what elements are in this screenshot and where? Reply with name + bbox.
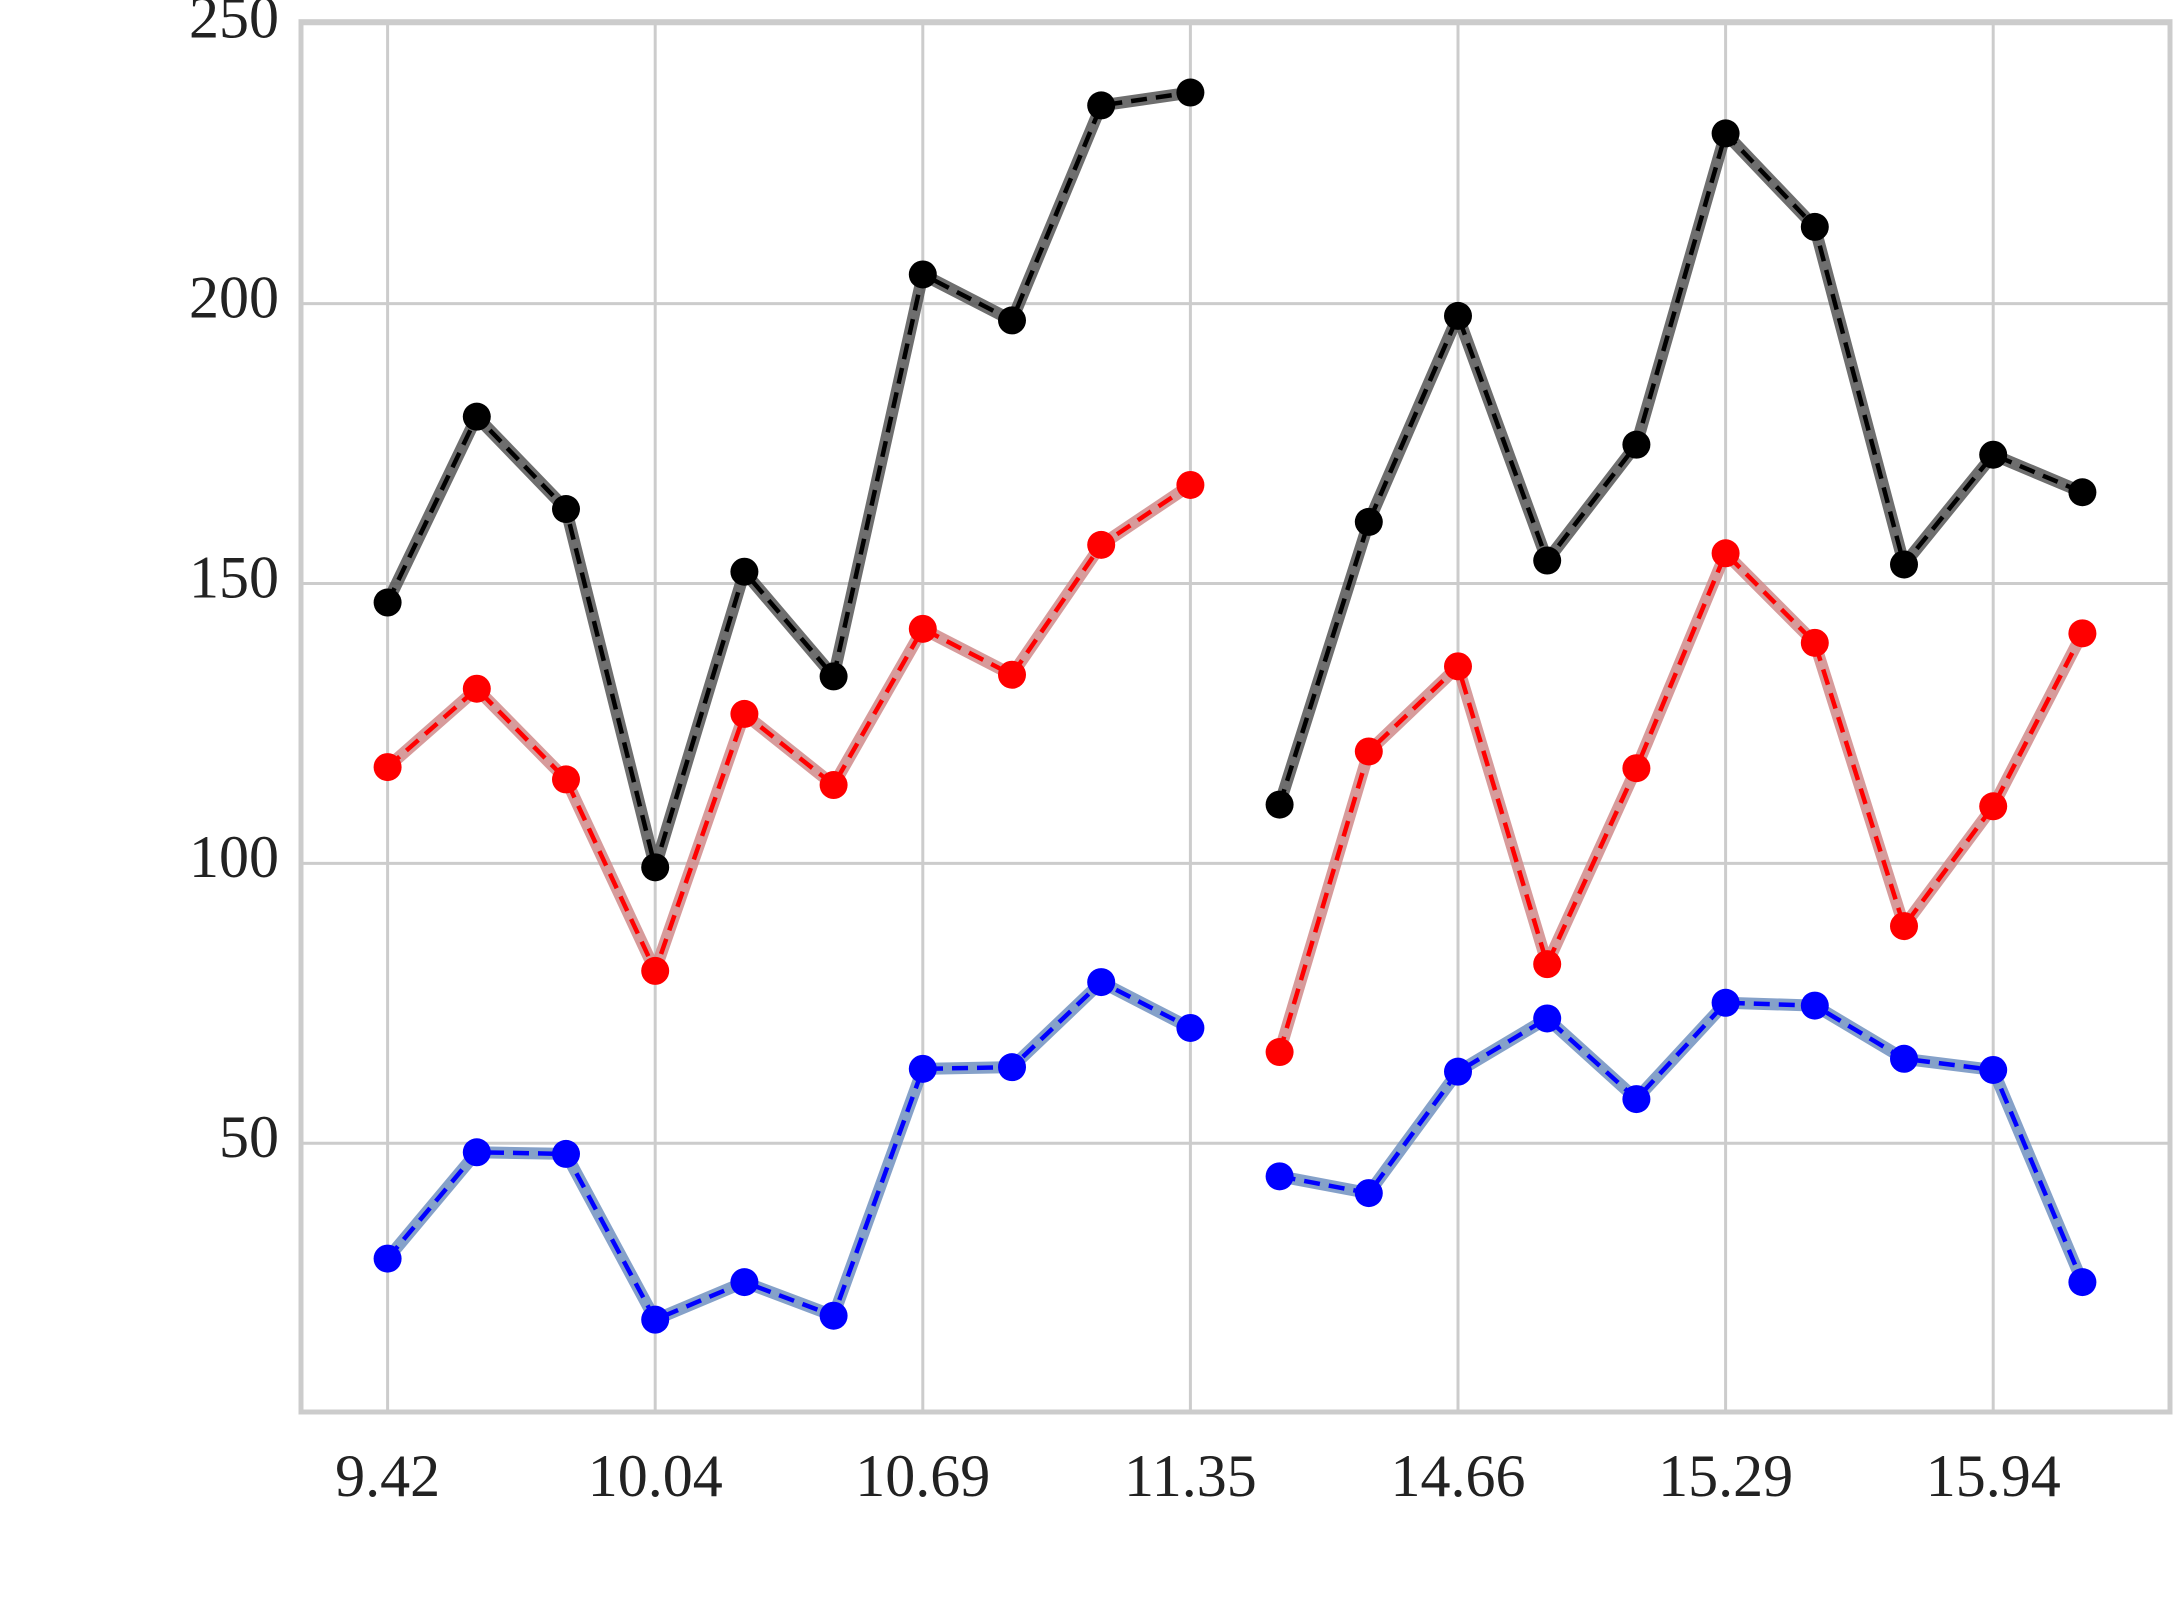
marker: [1622, 430, 1651, 459]
marker: [1087, 530, 1116, 559]
marker: [1354, 1179, 1383, 1208]
marker: [462, 1138, 491, 1167]
line: [1277, 549, 2085, 1053]
y-tick-label: 200: [189, 264, 279, 330]
marker: [641, 1305, 670, 1334]
marker: [1176, 1013, 1205, 1042]
marker: [998, 1053, 1026, 1082]
marker: [998, 660, 1026, 689]
marker: [908, 1054, 937, 1083]
marker: [1444, 652, 1472, 681]
band: [1273, 547, 2088, 1054]
band: [383, 976, 1194, 1326]
marker: [730, 699, 759, 728]
marker: [1444, 301, 1472, 330]
marker: [1979, 792, 2008, 821]
marker: [552, 1139, 580, 1168]
marker: [2068, 478, 2097, 507]
marker: [1533, 1004, 1562, 1033]
marker: [1265, 1162, 1294, 1191]
marker: [1711, 988, 1740, 1017]
marker: [462, 674, 491, 703]
marker: [819, 771, 848, 800]
marker: [908, 260, 937, 289]
marker: [1354, 737, 1383, 766]
marker: [2068, 619, 2097, 648]
marker: [1979, 1055, 2008, 1084]
marker: [819, 662, 848, 691]
marker: [1533, 950, 1562, 979]
x-tick-label: 11.35: [1124, 1443, 1257, 1509]
marker: [1622, 754, 1651, 783]
marker: [641, 956, 670, 985]
marker: [1800, 212, 1829, 241]
marker: [2068, 1268, 2097, 1297]
band: [383, 479, 1194, 977]
x-tick-label: 10.04: [588, 1443, 723, 1509]
marker: [552, 765, 580, 794]
marker: [1176, 78, 1205, 107]
y-tick-label: 150: [189, 544, 279, 610]
marker: [1087, 91, 1116, 120]
marker: [373, 588, 402, 617]
marker: [552, 495, 580, 524]
marker: [462, 402, 491, 431]
marker: [1265, 790, 1294, 819]
line: [1279, 1000, 2085, 1284]
marker: [998, 306, 1026, 335]
marker: [1444, 1057, 1472, 1086]
band: [1273, 127, 2085, 807]
marker: [1890, 550, 1918, 579]
x-tick-label: 10.69: [855, 1443, 990, 1509]
marker: [1354, 507, 1383, 536]
marker: [819, 1301, 848, 1330]
marker: [1265, 1038, 1294, 1067]
marker: [1087, 968, 1116, 997]
plot-frame: [298, 19, 2173, 1415]
marker: [1800, 628, 1829, 657]
x-tick-label: 15.94: [1926, 1443, 2061, 1509]
marker: [730, 557, 759, 586]
y-tick-label: 100: [189, 824, 279, 890]
marker: [1711, 539, 1740, 568]
marker: [1800, 991, 1829, 1020]
x-tick-label: 15.29: [1658, 1443, 1793, 1509]
marker: [1711, 119, 1740, 148]
marker: [373, 753, 402, 782]
line: [1277, 129, 2084, 806]
marker: [1890, 912, 1918, 941]
marker: [641, 853, 670, 882]
marker: [1176, 470, 1205, 499]
line: [385, 979, 1192, 1323]
marker: [1890, 1044, 1918, 1073]
marker: [1533, 546, 1562, 575]
marker: [373, 1244, 402, 1273]
line: [385, 90, 1191, 876]
marker: [908, 614, 937, 643]
line: [386, 483, 1192, 977]
marker: [1979, 440, 2008, 469]
marker: [1622, 1085, 1651, 1114]
x-tick-label: 9.42: [335, 1443, 440, 1509]
marker: [730, 1268, 759, 1297]
y-tick-label: 250: [189, 0, 279, 50]
y-tick-label: 50: [219, 1104, 279, 1170]
x-tick-label: 14.66: [1391, 1443, 1526, 1509]
